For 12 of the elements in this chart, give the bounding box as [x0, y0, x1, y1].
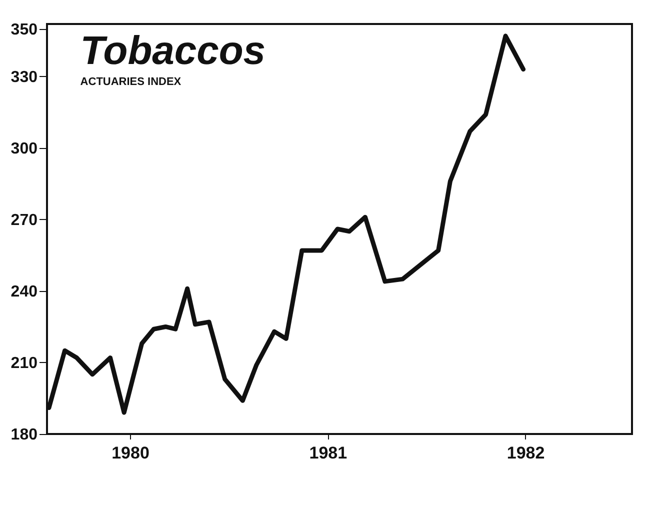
- text: ACTUARIES INDEX: [80, 76, 182, 88]
- y-tick-label: 180: [10, 426, 38, 444]
- x-tick-label: 1981: [309, 444, 348, 462]
- x-tick-label: 1982: [506, 444, 545, 462]
- x-tick-label: 1980: [112, 444, 150, 462]
- y-tick-label: 330: [10, 68, 38, 86]
- y-tick-label: 350: [10, 21, 38, 38]
- y-tick-label: 240: [10, 283, 38, 300]
- y-tick-label: 300: [10, 140, 38, 158]
- y-tick-label: 210: [10, 354, 38, 372]
- chart-title: Tobaccos: [80, 28, 266, 73]
- y-tick-label: 270: [10, 212, 38, 229]
